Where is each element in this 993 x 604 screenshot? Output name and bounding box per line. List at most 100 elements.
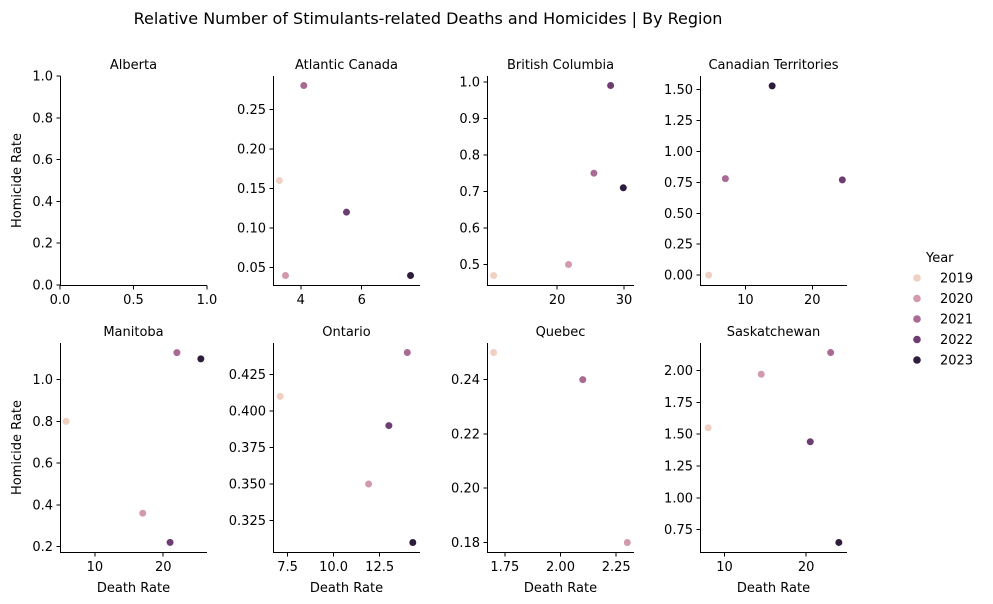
legend-marker <box>913 356 921 364</box>
data-point-2020 <box>281 271 290 280</box>
data-point-2020 <box>138 509 147 518</box>
legend-item-2019: 2019 <box>913 272 973 287</box>
data-point-2022 <box>838 175 847 184</box>
facet-quebec: Quebec 1.75 2.00 2.25 0.18 0.20 0.22 0.24 Death … <box>451 325 634 596</box>
x-tick-label: 2.25 <box>602 560 631 575</box>
data-point-2021 <box>826 348 835 357</box>
data-point-2022 <box>606 81 615 90</box>
legend-label: 2022 <box>940 333 973 348</box>
facet-ontario: Ontario 7.5 10.0 12.5 0.325 0.350 0.375 0.400 0.… <box>229 325 420 596</box>
data-point-2023 <box>196 354 205 363</box>
y-tick-label: 0.22 <box>451 427 480 442</box>
facet-title: Atlantic Canada <box>295 58 398 73</box>
facet-title: British Columbia <box>507 58 614 73</box>
x-tick-label: 12.5 <box>365 560 394 575</box>
data-point-2019 <box>489 348 498 357</box>
x-tick-label: 6 <box>358 293 366 308</box>
y-axis-label: Homicide Rate <box>10 133 25 228</box>
legend-marker <box>913 335 921 344</box>
y-tick-label: 0.75 <box>664 523 693 538</box>
legend-item-2020: 2020 <box>913 292 973 307</box>
data-point-2020 <box>564 260 573 269</box>
facet-atlantic-canada: Atlantic Canada 4 6 0.05 0.10 0.15 0.20 0.25 <box>237 58 420 308</box>
y-tick-label: 1.50 <box>664 428 693 443</box>
legend-item-2022: 2022 <box>913 333 973 348</box>
y-tick-label: 0.4 <box>32 498 53 513</box>
y-tick-label: 1.50 <box>664 83 693 98</box>
y-tick-label: 0.6 <box>459 222 480 237</box>
data-point-2019 <box>489 271 498 280</box>
y-tick-label: 0.75 <box>664 176 693 191</box>
y-tick-label: 2.00 <box>664 364 693 379</box>
facet-title: Canadian Territories <box>708 58 838 73</box>
y-tick-label: 0.4 <box>32 195 53 210</box>
y-tick-label: 0.25 <box>664 238 693 253</box>
y-tick-label: 0.05 <box>237 261 266 276</box>
x-axis-label: Death Rate <box>524 581 597 596</box>
y-tick-label: 0.6 <box>32 457 53 472</box>
x-tick-label: 2.00 <box>546 560 575 575</box>
x-axis-label: Death Rate <box>310 581 383 596</box>
y-tick-label: 0.8 <box>32 415 53 430</box>
x-tick-label: 7.5 <box>277 560 298 575</box>
legend-title: Year <box>925 251 954 266</box>
x-tick-label: 20 <box>549 293 566 308</box>
data-point-2023 <box>834 538 843 547</box>
legend-marker <box>913 274 921 282</box>
data-point-2019 <box>704 423 713 432</box>
facet-title: Quebec <box>536 325 586 340</box>
x-axis-label: Death Rate <box>737 581 810 596</box>
facet-canadian-territories: Canadian Territories 10 20 0.00 0.25 0.50 0.75… <box>664 58 847 308</box>
y-tick-label: 0.24 <box>451 373 480 388</box>
x-tick-label: 1.75 <box>490 560 519 575</box>
data-point-2023 <box>768 81 777 90</box>
legend-label: 2021 <box>940 313 973 328</box>
y-tick-label: 0.50 <box>664 207 693 222</box>
y-tick-label: 0.00 <box>664 269 693 284</box>
x-tick-label: 10.0 <box>319 560 348 575</box>
facet-title: Alberta <box>110 58 157 73</box>
y-axis-label: Homicide Rate <box>10 400 25 495</box>
facet-title: Manitoba <box>103 325 163 340</box>
data-point-2021 <box>172 348 182 357</box>
data-point-2023 <box>406 271 415 280</box>
data-point-2021 <box>721 174 730 183</box>
y-tick-label: 1.00 <box>664 145 693 160</box>
x-tick-label: 20 <box>798 560 815 575</box>
x-tick-label: 0.5 <box>123 293 144 308</box>
legend: Year 2019 2020 2021 2022 2023 <box>913 251 973 369</box>
x-axis-label: Death Rate <box>97 581 170 596</box>
x-tick-label: 10 <box>716 560 733 575</box>
y-tick-label: 0.425 <box>229 368 266 383</box>
y-tick-label: 0.400 <box>229 404 266 419</box>
data-point-2021 <box>589 169 599 178</box>
data-point-2021 <box>299 81 308 90</box>
chart-title: Relative Number of Stimulants-related De… <box>134 9 723 28</box>
facet-saskatchewan: Saskatchewan 10 20 0.75 1.00 1.25 1.50 1.75 2.00… <box>664 325 847 596</box>
data-point-2021 <box>578 375 587 384</box>
y-tick-label: 0.5 <box>459 258 480 273</box>
data-point-2020 <box>364 479 373 489</box>
data-point-2023 <box>408 538 417 547</box>
facet-grid: Alberta 0.0 0.5 1.0 0.0 0.2 0.4 0.6 0.8 1.0 Homici… <box>10 58 847 596</box>
data-point-2022 <box>165 538 175 547</box>
legend-label: 2023 <box>940 354 973 369</box>
data-point-2022 <box>806 437 815 446</box>
facet-british-columbia: British Columbia 20 30 0.5 0.6 0.7 0.8 0.9 1.0 <box>459 58 634 308</box>
data-point-2021 <box>403 348 412 357</box>
x-tick-label: 4 <box>297 293 305 308</box>
y-tick-label: 0.350 <box>229 478 266 493</box>
data-point-2020 <box>623 538 632 547</box>
facet-manitoba: Manitoba 10 20 0.2 0.4 0.6 0.8 1.0 Homicide Rate… <box>10 325 207 596</box>
y-tick-label: 0.15 <box>237 182 266 197</box>
x-tick-label: 10 <box>737 293 754 308</box>
data-point-2022 <box>342 208 351 217</box>
y-tick-label: 0.20 <box>237 142 266 157</box>
facet-title: Ontario <box>322 325 370 340</box>
y-tick-label: 0.2 <box>32 237 53 252</box>
x-tick-label: 1.0 <box>197 293 218 308</box>
legend-marker <box>913 315 921 323</box>
x-tick-label: 20 <box>155 560 172 575</box>
data-point-2019 <box>276 392 285 401</box>
